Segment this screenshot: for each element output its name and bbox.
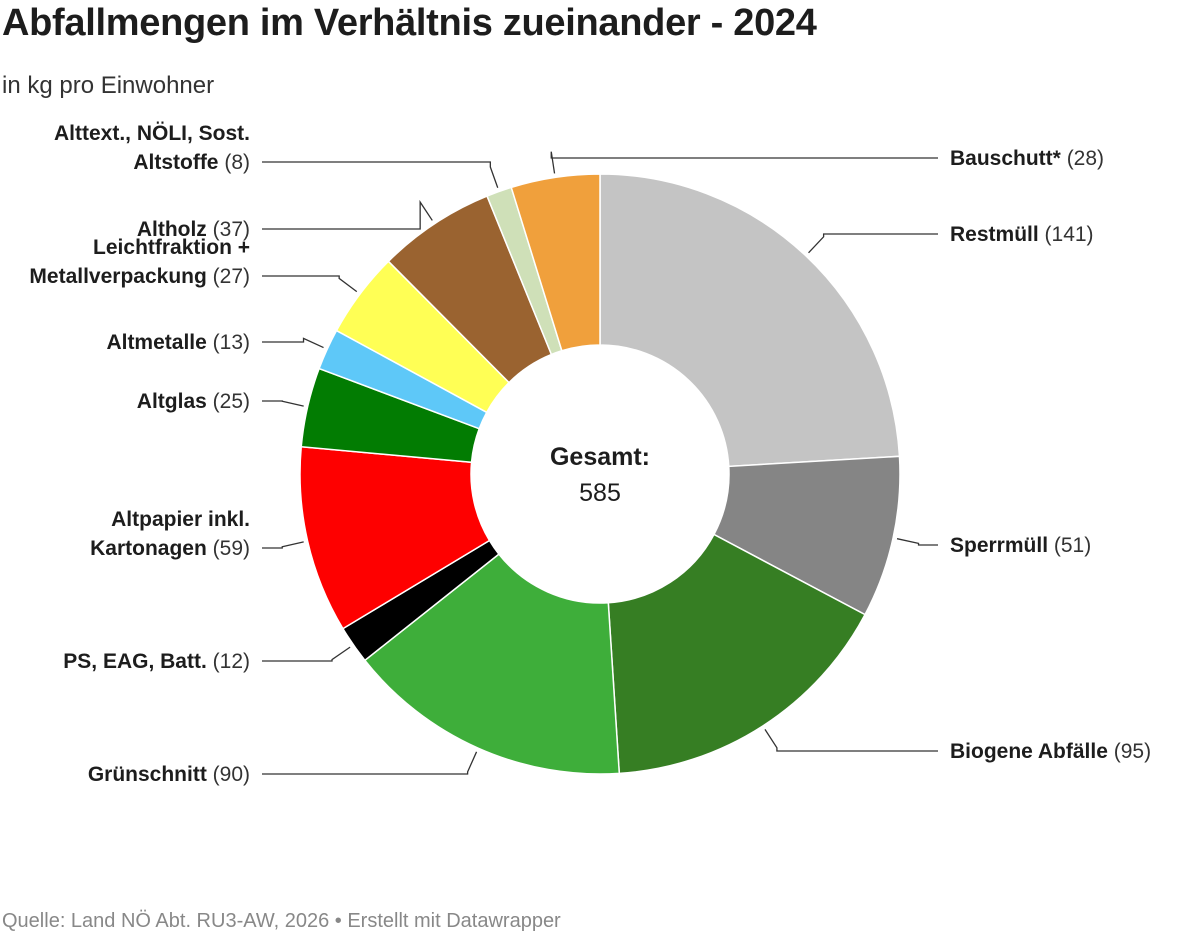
slices-group <box>299 173 901 775</box>
source-footer: Quelle: Land NÖ Abt. RU3-AW, 2026 • Erst… <box>2 910 561 932</box>
slice-label-grünschnitt: Grünschnitt (90) <box>88 763 250 786</box>
leader-line-altpapier-inkl-kartonagen <box>262 541 304 549</box>
slice-label-alttext-nöli-sost-altstoffe-line2: Altstoffe (8) <box>133 151 250 174</box>
leader-line-sperrmüll <box>896 538 938 546</box>
slice-label-altmetalle: Altmetalle (13) <box>106 331 250 354</box>
leader-line-bauschutt <box>550 151 938 174</box>
slice-label-altglas: Altglas (25) <box>137 390 250 413</box>
leader-line-grünschnitt <box>262 751 478 775</box>
slice-bauschutt <box>510 173 601 352</box>
slice-label-leichtfraktion-metallverpackung-line2: Metallverpackung (27) <box>29 265 250 288</box>
slice-restmüll <box>599 173 901 468</box>
slice-label-restmüll: Restmüll (141) <box>950 223 1094 246</box>
leader-line-altglas <box>262 400 304 407</box>
slice-altpapier-inkl-kartonagen <box>299 445 491 630</box>
chart-title: Abfallmengen im Verhältnis zueinander - … <box>2 2 817 44</box>
slice-grünschnitt <box>363 553 621 775</box>
slice-label-altpapier-inkl-kartonagen-line1: Altpapier inkl. <box>111 508 250 531</box>
slice-biogene-abfälle <box>607 533 867 775</box>
leader-line-altmetalle <box>262 337 324 349</box>
leader-line-restmüll <box>808 233 938 254</box>
leader-line-biogene-abfälle <box>764 728 938 752</box>
leader-lines-group <box>262 151 938 775</box>
center-label: Gesamt: <box>550 443 650 471</box>
slice-labels-group: Restmüll (141) Sperrmüll (51) Biogene Abfä… <box>29 122 1151 786</box>
leader-line-altholz <box>262 199 433 230</box>
chart-subtitle: in kg pro Einwohner <box>2 72 215 99</box>
leader-line-ps-eag-batt <box>262 646 351 662</box>
slice-label-bauschutt: Bauschutt* (28) <box>950 147 1104 170</box>
slice-label-biogene-abfälle: Biogene Abfälle (95) <box>950 740 1151 763</box>
leader-line-alttext-nöli-sost-altstoffe <box>262 161 499 188</box>
slice-label-leichtfraktion-metallverpackung-line1: Leichtfraktion + <box>93 236 250 259</box>
slice-label-alttext-nöli-sost-altstoffe-line1: Alttext., NÖLI, Sost. <box>54 122 250 145</box>
slice-label-sperrmüll: Sperrmüll (51) <box>950 534 1091 557</box>
slice-label-ps-eag-batt: PS, EAG, Batt. (12) <box>63 650 250 673</box>
center-value: 585 <box>579 479 621 507</box>
slice-label-altpapier-inkl-kartonagen-line2: Kartonagen (59) <box>90 537 250 560</box>
slice-label-altholz: Altholz (37) <box>137 218 250 241</box>
leader-line-leichtfraktion-metallverpackung <box>262 275 358 293</box>
